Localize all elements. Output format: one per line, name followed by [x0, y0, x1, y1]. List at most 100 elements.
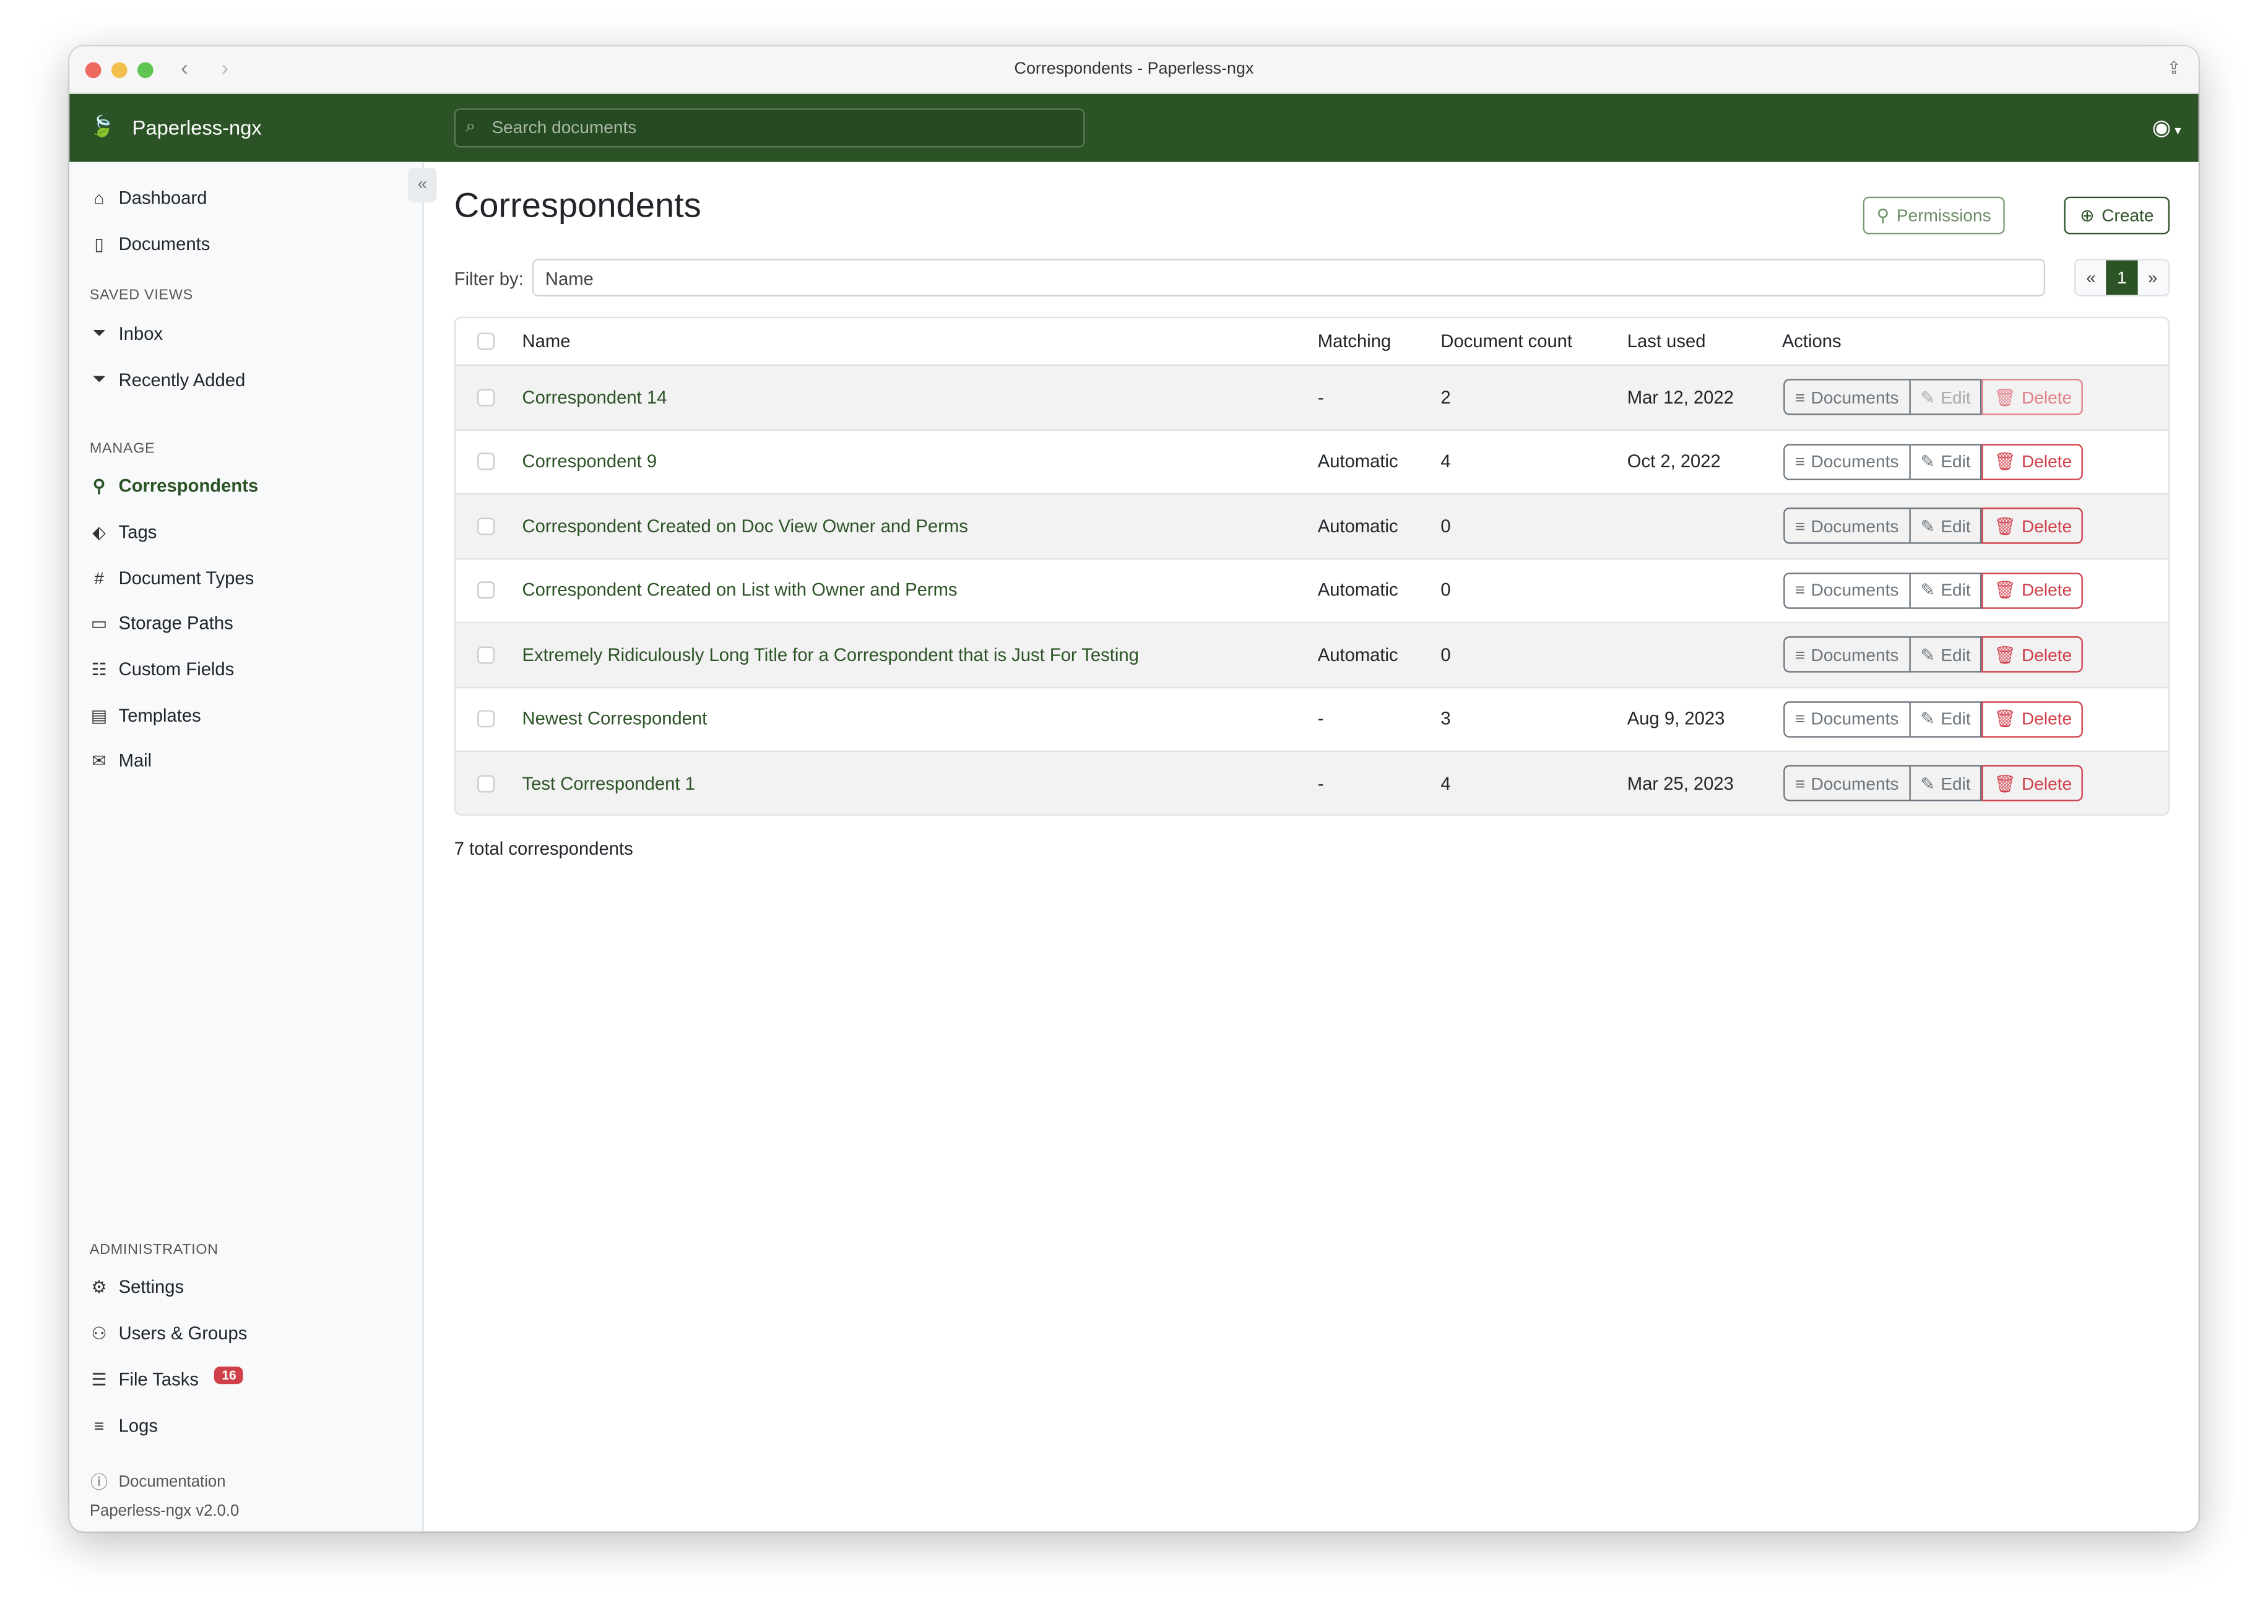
edit-button[interactable]: ✎ Edit [1910, 443, 1983, 480]
sidebar-item-custom-fields[interactable]: ☷ Custom Fields [90, 660, 234, 680]
brand-link[interactable]: 🍃 Paperless-ngx [90, 114, 262, 139]
delete-button[interactable]: 🗑 Delete [1982, 508, 2084, 545]
edit-button[interactable]: ✎ Edit [1910, 508, 1983, 545]
column-actions: Actions [1781, 331, 1842, 352]
edit-button[interactable]: ✎ Edit [1910, 701, 1983, 738]
create-button[interactable]: ⊕ Create [2064, 196, 2170, 235]
sidebar-item-mail[interactable]: ✉ Mail [90, 751, 152, 771]
collapse-sidebar-button[interactable]: « [407, 168, 437, 203]
back-icon[interactable]: ‹ [181, 56, 188, 81]
edit-button[interactable]: ✎ Edit [1910, 636, 1983, 673]
column-matching[interactable]: Matching [1317, 331, 1392, 352]
correspondent-name-link[interactable]: Extremely Ridiculously Long Title for a … [522, 644, 1139, 665]
row-checkbox[interactable] [477, 517, 495, 535]
delete-label: Delete [2022, 516, 2072, 537]
row-checkbox[interactable] [477, 710, 495, 728]
row-checkbox[interactable] [477, 452, 495, 471]
person-lock-icon: ⚲ [1876, 205, 1890, 226]
row-checkbox[interactable] [477, 646, 495, 663]
search-input[interactable]: ⌕ Search documents [454, 108, 1085, 148]
main-content: Correspondents ⚲ Permissions ⊕ Create Filt… [454, 162, 2199, 1532]
column-last-used[interactable]: Last used [1627, 331, 1706, 352]
people-icon: ⚇ [91, 1323, 107, 1344]
edit-button[interactable]: ✎ Edit [1910, 765, 1983, 802]
person-icon: ⚲ [92, 475, 106, 496]
prev-page-button[interactable]: « [2086, 267, 2096, 288]
forward-icon[interactable]: › [221, 56, 229, 81]
correspondent-name-link[interactable]: Test Correspondent 1 [522, 773, 695, 794]
documents-button[interactable]: ≡ Documents [1783, 379, 1911, 416]
sidebar: ⌂ Dashboard ▯ Documents SAVED VIEWS ⏷ Inbox… [69, 162, 437, 1532]
minimize-window-button[interactable] [111, 62, 128, 79]
documentation-link[interactable]: ⓘ Documentation [90, 1469, 226, 1494]
row-checkbox[interactable] [477, 774, 495, 792]
permissions-button[interactable]: ⚲ Permissions [1863, 196, 2005, 235]
delete-label: Delete [2022, 709, 2072, 730]
filter-name-input[interactable]: Name [532, 259, 2046, 297]
sidebar-item-label: Settings [118, 1277, 184, 1298]
sidebar-item-storage-paths[interactable]: ▭ Storage Paths [90, 613, 233, 634]
documents-button[interactable]: ≡ Documents [1783, 508, 1911, 545]
sidebar-item-file-tasks[interactable]: ☰ File Tasks 16 [90, 1367, 244, 1390]
sidebar-item-document-types[interactable]: # Document Types [90, 568, 254, 589]
delete-button[interactable]: 🗑 Delete [1982, 379, 2084, 416]
documents-button[interactable]: ≡ Documents [1783, 636, 1911, 673]
sidebar-item-settings[interactable]: ⚙ Settings [90, 1277, 184, 1297]
sidebar-item-inbox[interactable]: ⏷ Inbox [90, 322, 163, 344]
delete-button[interactable]: 🗑 Delete [1982, 701, 2084, 738]
documents-button[interactable]: ≡ Documents [1783, 572, 1911, 609]
page-title: Correspondents [454, 186, 701, 226]
delete-button[interactable]: 🗑 Delete [1982, 572, 2084, 609]
correspondent-name-link[interactable]: Correspondent 9 [522, 451, 657, 472]
documents-button[interactable]: ≡ Documents [1783, 701, 1911, 738]
sidebar-item-recently-added[interactable]: ⏷ Recently Added [90, 369, 245, 391]
maximize-window-button[interactable] [137, 62, 154, 79]
edit-button[interactable]: ✎ Edit [1910, 379, 1983, 416]
sidebar-item-tags[interactable]: ⬖ Tags [90, 522, 157, 543]
sidebar-item-correspondents[interactable]: ⚲ Correspondents [90, 476, 258, 496]
house-icon: ⌂ [93, 188, 105, 209]
version-label: Paperless-ngx v2.0.0 [89, 1502, 240, 1520]
column-document-count[interactable]: Document count [1440, 331, 1573, 352]
envelope-icon: ✉ [92, 750, 106, 771]
delete-button[interactable]: 🗑 Delete [1982, 636, 2084, 673]
next-page-button[interactable]: » [2147, 267, 2158, 288]
delete-button[interactable]: 🗑 Delete [1982, 443, 2084, 480]
correspondent-name-link[interactable]: Correspondent Created on List with Owner… [522, 580, 958, 601]
correspondent-name-link[interactable]: Newest Correspondent [522, 709, 708, 730]
correspondent-name-link[interactable]: Correspondent 14 [522, 387, 667, 408]
sidebar-item-logs[interactable]: ≡ Logs [90, 1416, 158, 1436]
create-label: Create [2101, 205, 2154, 226]
text-left-icon: ≡ [93, 1415, 105, 1436]
correspondent-name-link[interactable]: Correspondent Created on Doc View Owner … [522, 516, 968, 537]
select-all-checkbox[interactable] [477, 332, 495, 350]
administration-heading: ADMINISTRATION [89, 1242, 219, 1258]
documents-button[interactable]: ≡ Documents [1783, 765, 1911, 802]
edit-button[interactable]: ✎ Edit [1910, 572, 1983, 609]
sidebar-item-label: File Tasks [118, 1369, 199, 1390]
delete-button[interactable]: 🗑 Delete [1982, 765, 2084, 802]
sidebar-item-templates[interactable]: ▤ Templates [90, 706, 201, 726]
table-row: Test Correspondent 1 - 4 Mar 25, 2023 ≡ D… [456, 750, 2168, 814]
sidebar-item-documents[interactable]: ▯ Documents [90, 235, 210, 255]
documents-label: Documents [1811, 516, 1899, 537]
edit-label: Edit [1941, 773, 1971, 794]
documents-button[interactable]: ≡ Documents [1783, 443, 1911, 480]
page-1-button[interactable]: 1 [2106, 260, 2137, 295]
sidebar-item-label: Custom Fields [118, 659, 235, 680]
trash-icon: 🗑 [1994, 387, 2016, 408]
filter-icon: ≡ [1794, 709, 1806, 730]
pagination: « 1 » [2074, 259, 2170, 297]
document-count-cell: 3 [1440, 709, 1451, 730]
share-icon[interactable]: ⇪ [2166, 58, 2181, 79]
sidebar-item-users-groups[interactable]: ⚇ Users & Groups [90, 1323, 247, 1344]
column-name[interactable]: Name [522, 331, 571, 352]
user-menu-button[interactable]: ◉ ▾ [2152, 114, 2181, 140]
edit-label: Edit [1941, 709, 1971, 730]
row-checkbox[interactable] [477, 581, 495, 599]
close-window-button[interactable] [85, 62, 102, 79]
sidebar-item-dashboard[interactable]: ⌂ Dashboard [90, 188, 207, 209]
leaf-logo-icon: 🍃 [89, 114, 115, 137]
row-checkbox[interactable] [477, 388, 495, 407]
title-bar: ‹ › Correspondents - Paperless-ngx ⇪ [69, 46, 2199, 94]
